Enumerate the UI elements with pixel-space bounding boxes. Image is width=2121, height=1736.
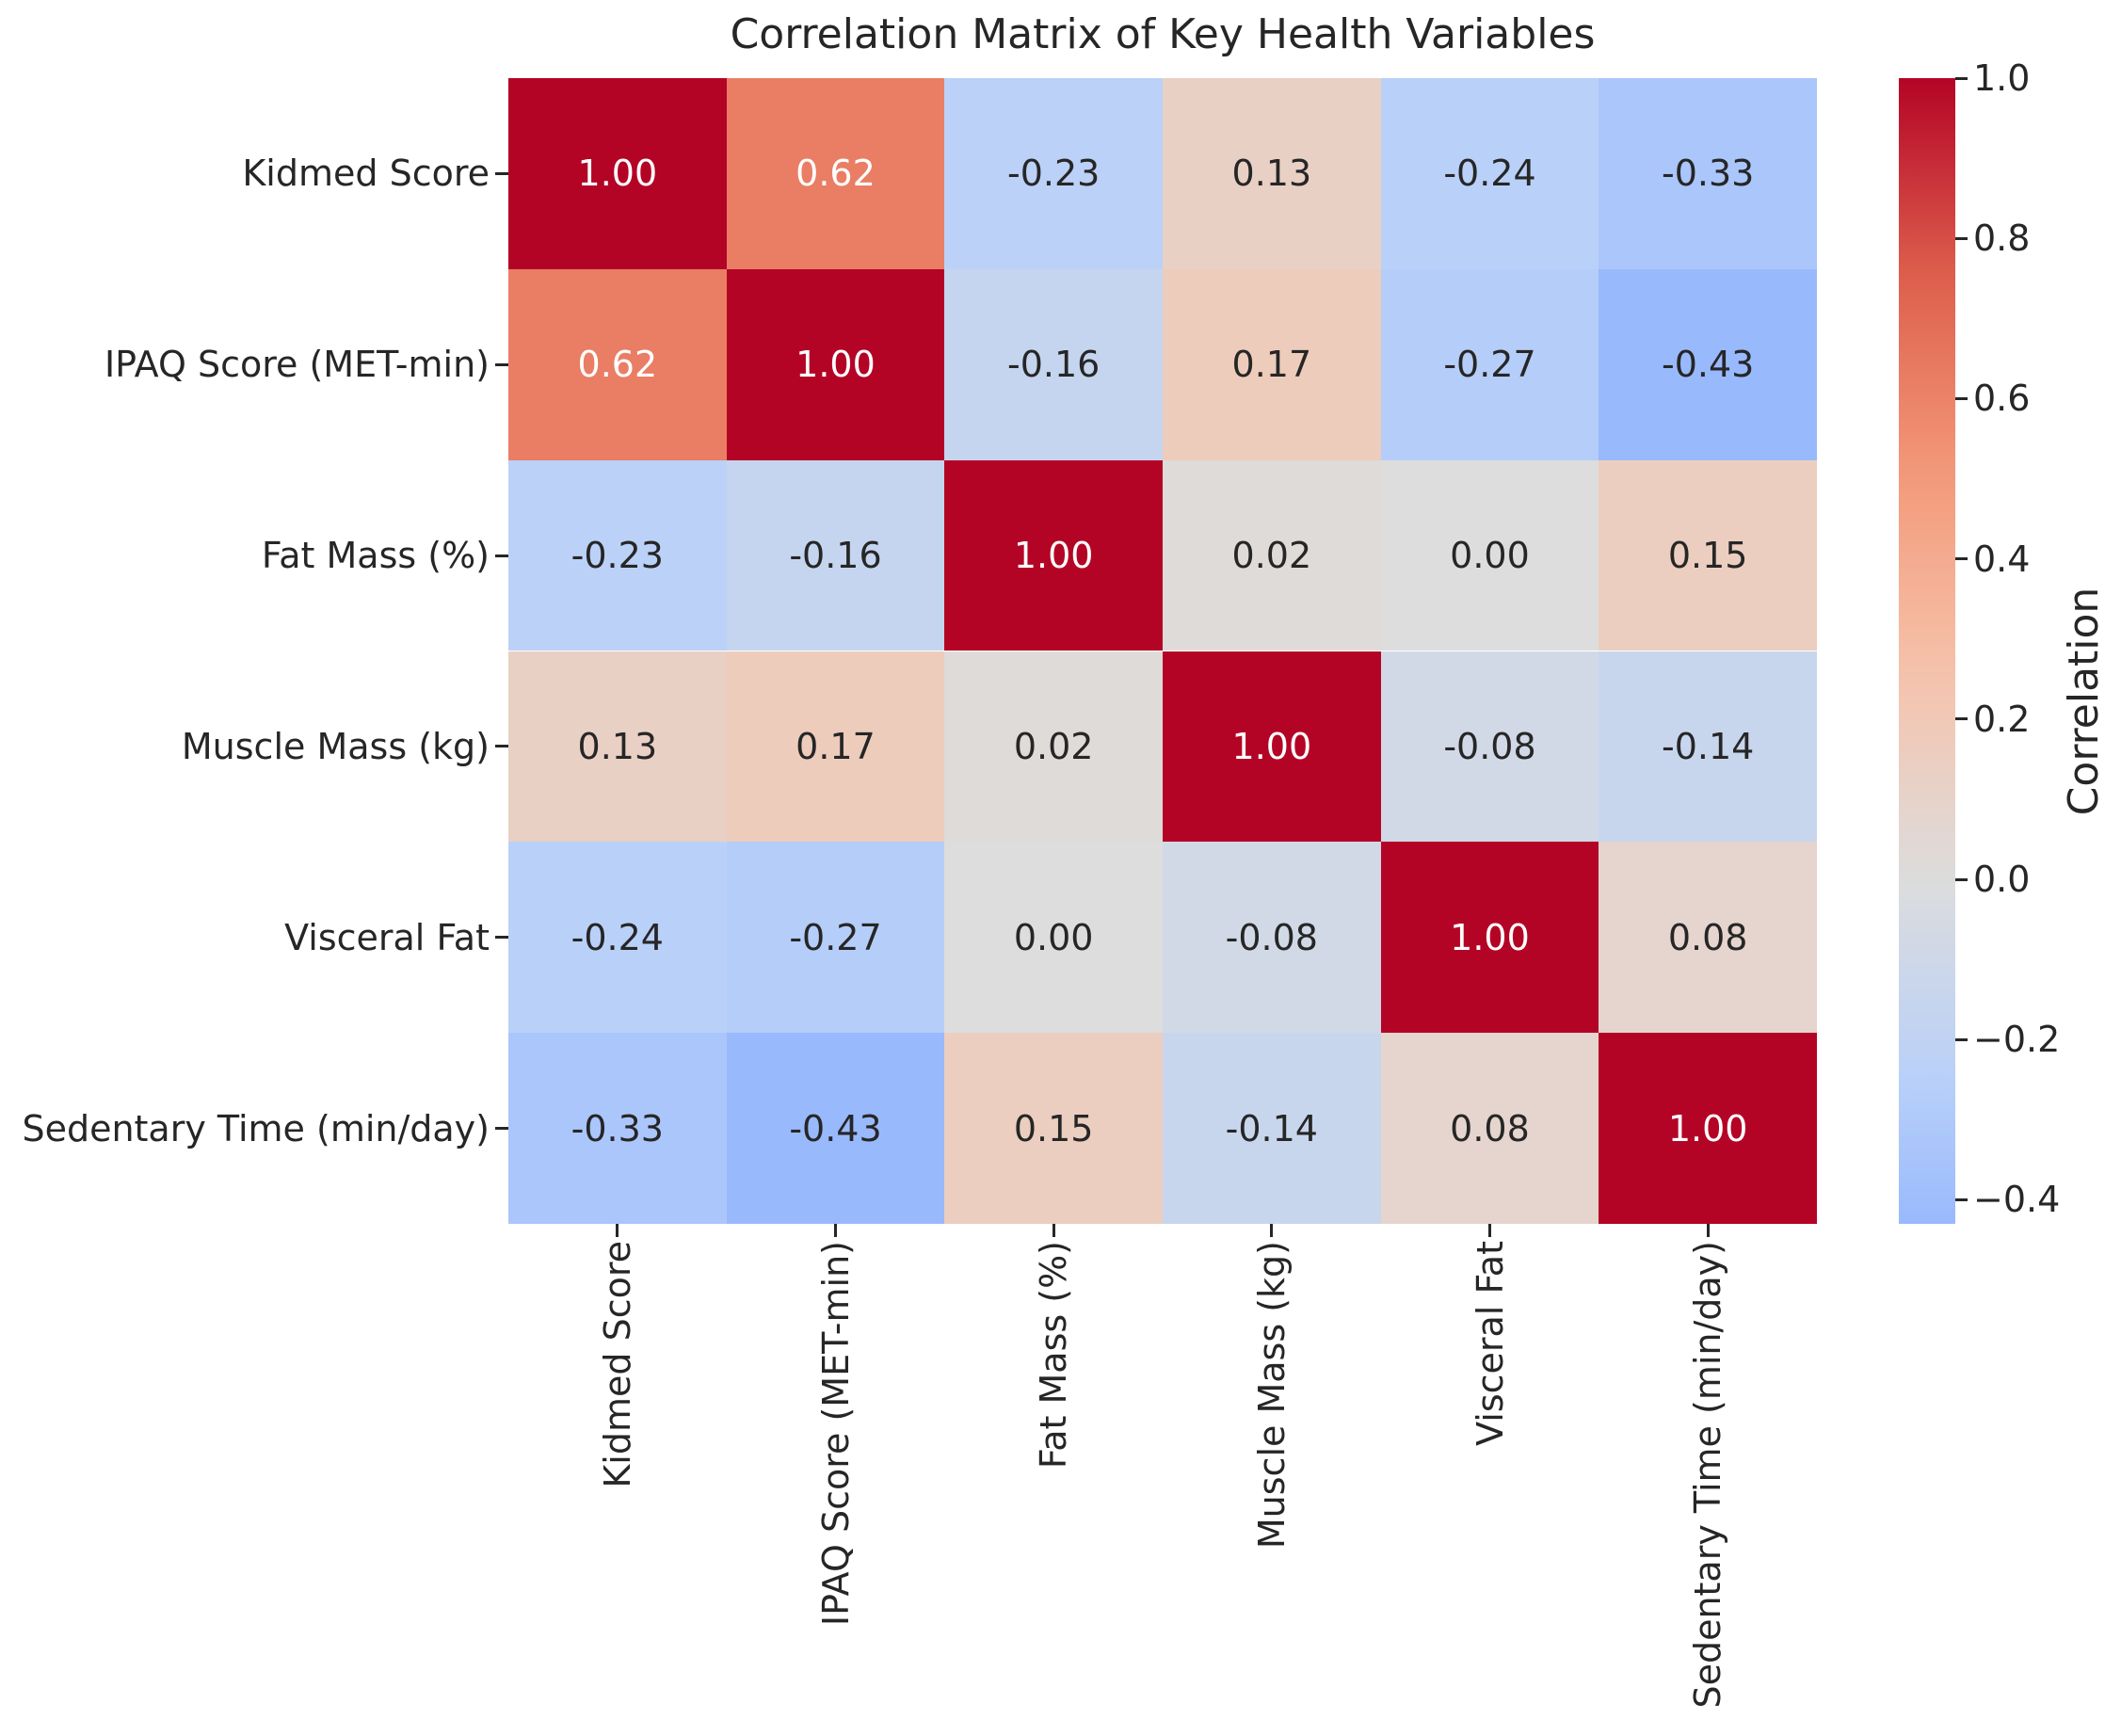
colorbar-tick-mark <box>1955 557 1968 561</box>
heatmap-cell: 0.62 <box>508 268 727 460</box>
heatmap-cell: -0.14 <box>1599 651 1817 843</box>
x-tick-mark <box>1270 1224 1274 1237</box>
colorbar-tick-label: 0.0 <box>1973 859 2031 901</box>
heatmap-cell: 0.02 <box>1163 459 1381 651</box>
x-tick-label: Fat Mass (%) <box>1033 1241 1075 1470</box>
y-tick-label: Muscle Mass (kg) <box>181 725 490 767</box>
colorbar-tick-mark <box>1955 1198 1968 1201</box>
colorbar-tick-label: 1.0 <box>1973 57 2031 99</box>
heatmap-cell: -0.33 <box>1599 78 1817 269</box>
colorbar-tick-label: 0.6 <box>1973 378 2031 420</box>
x-tick-mark <box>1488 1224 1491 1237</box>
heatmap-cell: -0.24 <box>1380 78 1599 269</box>
heatmap-cell: 0.08 <box>1599 842 1817 1034</box>
heatmap-cell: 0.17 <box>1163 268 1381 460</box>
x-tick-label: Visceral Fat <box>1469 1241 1511 1446</box>
heatmap-cell: 0.15 <box>1599 459 1817 651</box>
x-tick-label: IPAQ Score (MET-min) <box>814 1241 857 1627</box>
heatmap-cell: -0.43 <box>1599 268 1817 460</box>
colorbar-gradient <box>1899 78 1955 1224</box>
chart-title: Correlation Matrix of Key Health Variabl… <box>730 10 1596 58</box>
colorbar-tick-mark <box>1955 396 1968 400</box>
heatmap-cell: 0.17 <box>726 651 945 843</box>
x-tick-label: Sedentary Time (min/day) <box>1687 1241 1729 1709</box>
colorbar-axis-label: Correlation <box>2060 587 2108 816</box>
y-tick-mark <box>495 171 508 175</box>
heatmap-cell: -0.33 <box>508 1033 727 1224</box>
heatmap-cell: -0.43 <box>726 1033 945 1224</box>
x-tick-mark <box>1052 1224 1055 1237</box>
heatmap-cell: -0.16 <box>944 268 1163 460</box>
heatmap-cell: -0.27 <box>726 842 945 1034</box>
heatmap-cell: 0.13 <box>508 651 727 843</box>
colorbar-tick-label: −0.4 <box>1973 1179 2061 1221</box>
x-tick-mark <box>1706 1224 1710 1237</box>
colorbar-tick-mark <box>1955 76 1968 80</box>
colorbar-tick-mark <box>1955 877 1968 881</box>
colorbar-tick-label: 0.4 <box>1973 538 2031 580</box>
heatmap-cell: -0.16 <box>726 459 945 651</box>
y-tick-label: Fat Mass (%) <box>261 535 490 577</box>
x-tick-mark <box>834 1224 837 1237</box>
heatmap-cell: 1.00 <box>1163 651 1381 843</box>
heatmap-cell: 1.00 <box>1599 1033 1817 1224</box>
heatmap-grid: 1.00 0.62 -0.23 0.13 -0.24 -0.33 0.62 1.00 -0.16… <box>508 78 1817 1224</box>
heatmap-cell: 0.15 <box>944 1033 1163 1224</box>
y-tick-label: Sedentary Time (min/day) <box>22 1107 490 1149</box>
heatmap-cell: -0.08 <box>1380 651 1599 843</box>
y-tick-mark <box>495 745 508 748</box>
colorbar-tick-label: 0.8 <box>1973 217 2031 260</box>
y-tick-label: IPAQ Score (MET-min) <box>104 344 490 386</box>
x-tick-label: Kidmed Score <box>596 1241 638 1488</box>
heatmap-cell: 0.08 <box>1380 1033 1599 1224</box>
heatmap-cell: -0.14 <box>1163 1033 1381 1224</box>
y-tick-mark <box>495 554 508 557</box>
colorbar-tick-mark <box>1955 1037 1968 1041</box>
y-tick-mark <box>495 936 508 940</box>
heatmap-cell: -0.27 <box>1380 268 1599 460</box>
heatmap-cell: 0.00 <box>944 842 1163 1034</box>
heatmap-cell: 1.00 <box>944 459 1163 651</box>
colorbar-tick-mark <box>1955 236 1968 240</box>
heatmap-cell: 0.13 <box>1163 78 1381 269</box>
heatmap-cell: 0.62 <box>726 78 945 269</box>
heatmap-cell: -0.23 <box>944 78 1163 269</box>
colorbar-tick-label: −0.2 <box>1973 1019 2061 1061</box>
y-tick-label: Kidmed Score <box>242 153 490 195</box>
colorbar-tick-mark <box>1955 717 1968 721</box>
heatmap-cell: -0.24 <box>508 842 727 1034</box>
y-tick-mark <box>495 362 508 366</box>
heatmap-cell: 0.00 <box>1380 459 1599 651</box>
y-tick-label: Visceral Fat <box>284 916 490 958</box>
y-tick-mark <box>495 1127 508 1131</box>
heatmap-cell: 1.00 <box>726 268 945 460</box>
heatmap-cell: 1.00 <box>508 78 727 269</box>
heatmap-cell: 1.00 <box>1380 842 1599 1034</box>
heatmap-cell: -0.08 <box>1163 842 1381 1034</box>
heatmap-cell: 0.02 <box>944 651 1163 843</box>
x-tick-mark <box>616 1224 619 1237</box>
heatmap-cell: -0.23 <box>508 459 727 651</box>
x-tick-label: Muscle Mass (kg) <box>1250 1241 1293 1550</box>
colorbar-tick-label: 0.2 <box>1973 698 2031 740</box>
